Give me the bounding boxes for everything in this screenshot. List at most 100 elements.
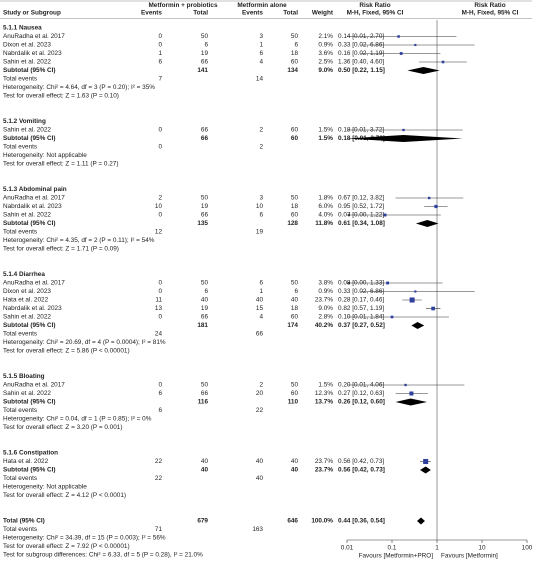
favours-right: Favours [Metformin] [441,553,498,560]
events2: 1 [259,42,263,49]
ci-arrow [347,213,350,217]
total2: 60 [291,59,299,66]
weight: 2.1% [318,33,333,40]
group2-header: Metformin alone [237,2,287,9]
total-events-label: Total events [3,76,37,83]
method-plot-header: M-H, Fixed, 95% CI [462,10,519,17]
total1: 66 [201,390,209,397]
risk-ratio-ci: 0.37 [0.27, 0.52] [338,322,385,329]
weight: 23.7% [315,297,333,304]
events-header: Events [141,10,162,17]
subtotal-label: Subtotal (95% CI) [3,399,56,406]
study-square [397,35,400,38]
total1: 19 [201,203,209,210]
weight: 2.8% [318,314,333,321]
events1: 0 [158,33,162,40]
study-square [409,391,414,396]
risk-ratio-ci: 0.50 [0.22, 1.15] [338,67,385,74]
events1: 22 [155,458,163,465]
heterogeneity: Heterogeneity: Not applicable [3,484,87,491]
events2: 3 [259,195,263,202]
total2: 60 [291,212,299,219]
events1: 0 [158,314,162,321]
x-tick-label: 1 [435,545,439,552]
subgroup-title: 5.1.6 Constipation [3,450,58,457]
heterogeneity: Heterogeneity: Chi² = 34.39, df = 15 (P … [3,535,166,542]
x-tick-label: 100 [522,545,533,552]
study-square [390,315,394,319]
subtotal-label: Subtotal (95% CI) [3,322,56,329]
study-name: Sahin et al. 2022 [3,59,51,66]
events1: 7 [158,76,162,83]
events1: 12 [155,229,163,236]
subtotal-label: Subtotal (95% CI) [3,67,56,74]
total1: 19 [201,305,209,312]
weight: 100.0% [311,518,333,525]
overall-effect: Test for overall effect: Z = 1.63 (P = 0… [3,93,119,100]
group1-header: Metformin + probiotics [148,2,218,9]
summary-diamond [415,220,439,227]
events2: 2 [259,382,263,389]
events2: 3 [259,33,263,40]
weight: 9.0% [318,67,333,74]
heterogeneity: Heterogeneity: Chi² = 20.69, df = 4 (P =… [3,339,166,346]
total1: 50 [201,382,209,389]
events2: 14 [256,76,264,83]
weight: 1.5% [318,135,333,142]
overall-effect: Test for overall effect: Z = 4.12 (P < 0… [3,492,126,499]
study-square [427,196,431,200]
risk-ratio-ci: 0.61 [0.34, 1.08] [338,220,385,227]
total1: 181 [197,322,208,329]
subtotal-label: Subtotal (95% CI) [3,220,56,227]
subgroup-differences: Test for subgroup differences: Chi² = 6.… [3,552,203,559]
total-events-label: Total events [3,475,37,482]
weight: 23.7% [315,458,333,465]
events1: 2 [158,195,162,202]
total2: 18 [291,50,299,57]
study-square [414,43,417,47]
overall-effect: Test for overall effect: Z = 3.20 (P = 0… [3,424,122,431]
total1: 6 [204,42,208,49]
events1: 0 [158,127,162,134]
total-events-label: Total events [3,526,37,533]
events1: 24 [155,331,163,338]
study-square [414,290,417,293]
total2: 110 [288,399,299,406]
events2: 40 [256,458,264,465]
total1: 66 [201,59,209,66]
x-tick-label: 0.1 [388,545,397,552]
heterogeneity: Heterogeneity: Chi² = 4.35, df = 2 (P = … [3,237,155,244]
study-square [423,458,429,465]
events2: 6 [259,280,263,287]
study-name: Hata et al. 2022 [3,458,49,465]
weight: 1.8% [318,195,333,202]
study-name: Dixon et al. 2023 [3,42,51,49]
total2: 6 [294,288,298,295]
total2: 50 [291,195,299,202]
weight: 3.8% [318,280,333,287]
events1: 0 [158,280,162,287]
total2: 50 [291,382,299,389]
study-name: AnuRadha et al. 2017 [3,195,65,202]
risk-ratio-ci: 0.82 [0.57, 1.19] [338,305,384,312]
events1: 0 [158,144,162,151]
total2: 40 [291,467,299,474]
risk-ratio-ci: 1.36 [0.40, 4.60] [338,59,384,66]
subtotal-label: Subtotal (95% CI) [3,135,56,142]
total2: 60 [291,135,299,142]
study-square [434,204,438,209]
risk-ratio-ci: 0.56 [0.42, 0.73] [338,458,384,465]
subgroup-title: 5.1.5 Bloating [3,373,45,380]
study-name: AnuRadha et al. 2017 [3,33,65,40]
risk-ratio-ci: 0.27 [0.12, 0.63] [338,390,384,397]
subtotal-label: Subtotal (95% CI) [3,467,56,474]
summary-diamond [395,398,428,406]
events1: 0 [158,288,162,295]
subgroup-title: 5.1.4 Diarrhea [3,271,45,278]
study-square [404,383,407,387]
study-name: AnuRadha et al. 2017 [3,280,65,287]
ci-arrow [347,281,350,285]
weight: 4.0% [318,212,333,219]
total2: 40 [291,297,299,304]
